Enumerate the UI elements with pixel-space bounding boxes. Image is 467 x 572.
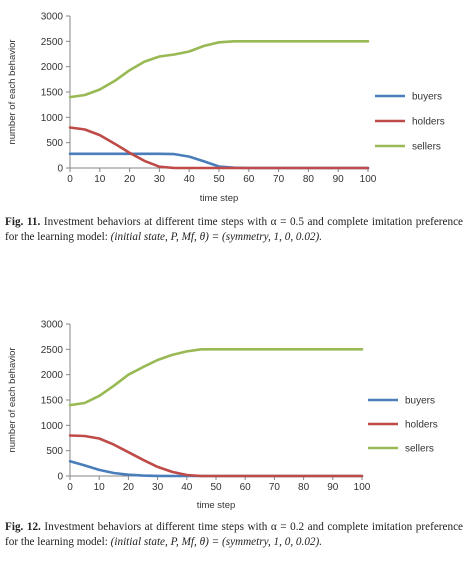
y-tick-label: 1500 — [41, 88, 64, 99]
x-tick-label: 40 — [184, 174, 196, 185]
x-tick-label: 60 — [240, 482, 252, 493]
x-tick-label: 70 — [269, 482, 281, 493]
x-tick-label: 20 — [124, 174, 136, 185]
y-tick-label: 500 — [46, 446, 63, 457]
x-tick-label: 90 — [333, 174, 345, 185]
x-tick-label: 60 — [243, 174, 255, 185]
caption-label: Fig. 12. — [5, 521, 41, 533]
chart-figure-11: 0 500 1000 1500 2000 2500 3000 0 10 20 30 40 50 60 70 8… — [7, 12, 445, 205]
series-line-sellers — [68, 347, 364, 407]
y-axis-label: number of each behavior — [7, 39, 18, 144]
series-line-holders — [68, 434, 364, 478]
chart-figure-12: 0 500 1000 1500 2000 2500 3000 0 10 20 30 40 50 60 70 8… — [7, 320, 438, 512]
caption-text: Investment behaviors at different time s… — [5, 521, 464, 548]
y-tick-label: 0 — [57, 164, 63, 175]
caption-math: (initial state, P, Mf, θ) = (symmetry, 1… — [110, 231, 323, 243]
y-axis-label: number of each behavior — [7, 347, 18, 452]
x-tick-label: 20 — [123, 482, 135, 493]
caption-math: (initial state, P, Mf, θ) = (symmetry, 1… — [110, 536, 323, 548]
x-tick-label: 30 — [154, 174, 166, 185]
figure-11-caption: Fig. 11. Investment behaviors at differe… — [5, 215, 463, 245]
figure-11: 0 500 1000 1500 2000 2500 3000 0 10 20 30 40 50 60 70 8… — [5, 12, 463, 245]
x-tick-label: 30 — [152, 482, 164, 493]
y-tick-label: 1000 — [41, 113, 64, 124]
x-tick-label: 90 — [327, 482, 339, 493]
figure-12: 0 500 1000 1500 2000 2500 3000 0 10 20 30 40 50 60 70 8… — [0, 308, 467, 572]
y-tick-label: 2000 — [41, 370, 64, 381]
y-tick-label: 2500 — [41, 37, 64, 48]
x-tick-label: 40 — [181, 482, 193, 493]
x-tick-label: 10 — [94, 174, 106, 185]
legend-label-holders: holders — [405, 420, 438, 431]
y-tick-label: 3000 — [41, 12, 64, 23]
series-line-buyers — [68, 152, 370, 170]
x-tick-label: 80 — [298, 482, 310, 493]
legend-label-holders: holders — [412, 117, 445, 128]
caption-text: Investment behaviors at different time s… — [5, 216, 463, 243]
y-tick-label: 0 — [57, 472, 63, 483]
y-tick-label: 1500 — [41, 396, 64, 407]
legend-label-sellers: sellers — [412, 142, 441, 153]
y-tick-label: 500 — [46, 138, 63, 149]
x-tick-label: 80 — [303, 174, 315, 185]
series-line-holders — [68, 126, 370, 170]
x-tick-label: 50 — [213, 174, 225, 185]
y-tick-label: 3000 — [41, 320, 64, 331]
series-line-sellers — [68, 39, 370, 99]
series-line-buyers — [68, 460, 364, 478]
y-tick-label: 1000 — [41, 421, 64, 432]
x-tick-label: 70 — [273, 174, 285, 185]
y-tick-label: 2000 — [41, 62, 64, 73]
figure-12-caption: Fig. 12. Investment behaviors at differe… — [5, 520, 463, 550]
x-tick-label: 50 — [210, 482, 222, 493]
x-axis-label: time step — [200, 193, 239, 204]
x-tick-label: 100 — [354, 482, 371, 493]
x-axis-label: time step — [197, 500, 236, 511]
caption-label: Fig. 11. — [5, 216, 41, 228]
legend-label-sellers: sellers — [405, 444, 434, 455]
x-tick-label: 0 — [67, 174, 73, 185]
legend-label-buyers: buyers — [405, 396, 435, 407]
y-tick-label: 2500 — [41, 345, 64, 356]
x-tick-label: 100 — [360, 174, 377, 185]
x-tick-label: 10 — [94, 482, 106, 493]
x-tick-label: 0 — [67, 482, 73, 493]
legend-label-buyers: buyers — [412, 92, 442, 103]
